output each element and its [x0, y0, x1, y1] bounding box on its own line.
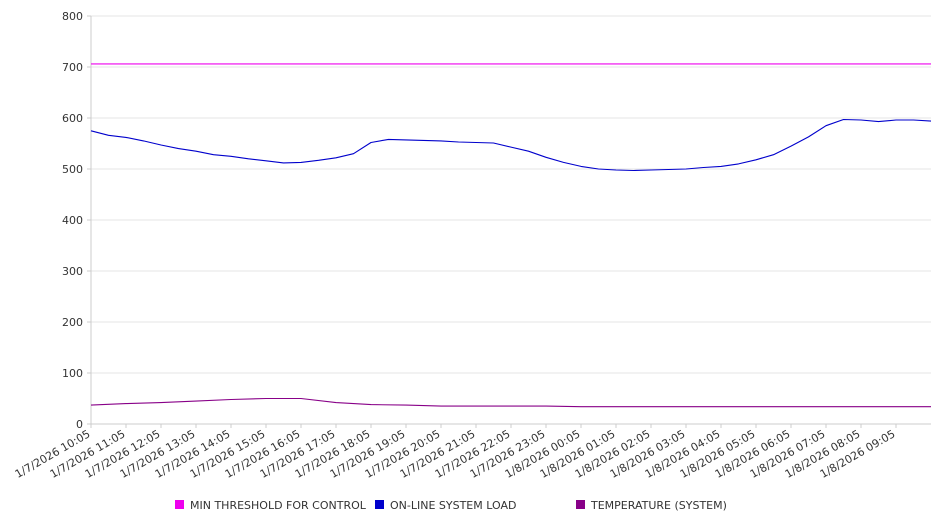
y-tick-label: 800: [62, 10, 83, 23]
legend-swatch: [375, 500, 384, 509]
x-axis-ticks: 1/7/2026 10:051/7/2026 11:051/7/2026 12:…: [13, 424, 898, 481]
series-line-on-line-system-load: [90, 118, 932, 172]
y-axis-ticks: 0 100 200 300 400 500 600 700 800: [62, 10, 91, 431]
series-lines: [90, 63, 932, 408]
y-tick-label: 300: [62, 265, 83, 278]
y-tick-label: 600: [62, 112, 83, 125]
legend-label: TEMPERATURE (SYSTEM): [590, 499, 727, 512]
legend-label: MIN THRESHOLD FOR CONTROL: [190, 499, 367, 512]
y-tick-label: 100: [62, 367, 83, 380]
legend-swatch: [175, 500, 184, 509]
grid-lines: [91, 15, 931, 374]
y-tick-label: 700: [62, 61, 83, 74]
legend: MIN THRESHOLD FOR CONTROL ON-LINE SYSTEM …: [175, 499, 727, 512]
y-tick-label: 200: [62, 316, 83, 329]
y-tick-label: 400: [62, 214, 83, 227]
y-tick-label: 500: [62, 163, 83, 176]
series-line-temperature-system: [90, 397, 931, 408]
legend-swatch: [576, 500, 585, 509]
legend-label: ON-LINE SYSTEM LOAD: [390, 499, 516, 512]
y-tick-label: 0: [76, 418, 83, 431]
